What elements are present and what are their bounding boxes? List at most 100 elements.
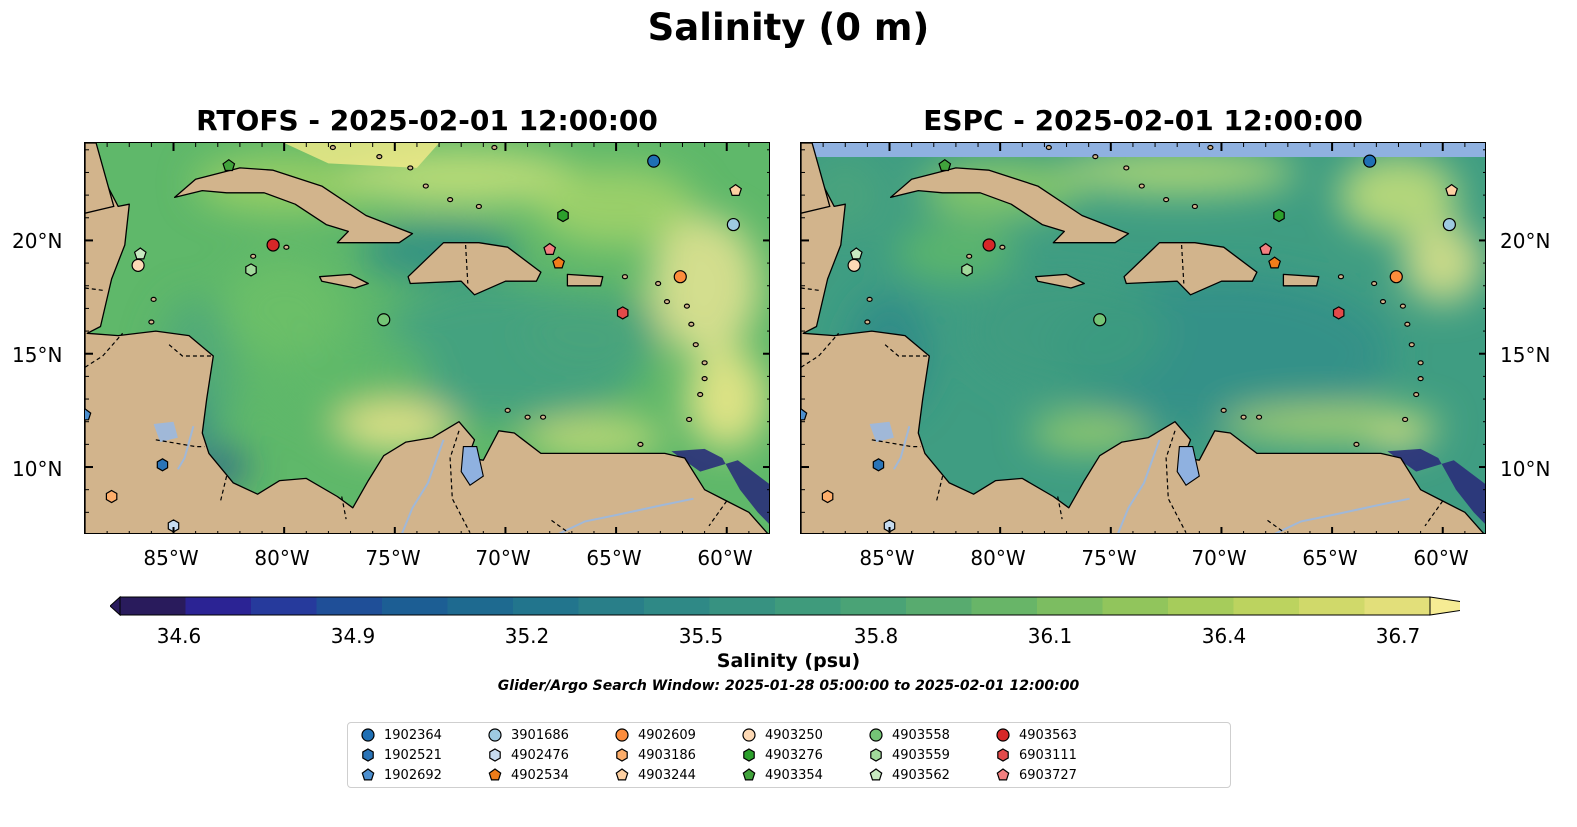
legend-label: 4902609 — [638, 727, 696, 743]
colorbar-segment — [1233, 597, 1300, 615]
lon-label-65w-espc: 65°W — [1302, 546, 1358, 570]
legend-marker-pentagon-icon — [488, 768, 502, 781]
lon-label-65w-rtofs: 65°W — [586, 546, 642, 570]
colorbar-segment — [1102, 597, 1169, 615]
legend-label: 4903354 — [765, 767, 823, 783]
lat-label-10n-left: 10°N — [12, 457, 63, 481]
colorbar-tick-3: 35.5 — [678, 624, 724, 648]
legend-item-6903727: 6903727 — [995, 766, 1077, 784]
float-marker-3901686 — [726, 217, 740, 232]
colorbar-segment — [513, 597, 579, 615]
legend-marker-hexagon-icon — [870, 748, 882, 762]
legend-item-1902692: 1902692 — [360, 766, 442, 784]
colorbar-segment — [644, 597, 710, 615]
colorbar-tick-5: 36.1 — [1027, 624, 1073, 648]
legend-label: 4903186 — [638, 747, 696, 763]
legend-item-4902476: 4902476 — [487, 746, 569, 764]
lon-label-80w-rtofs: 80°W — [254, 546, 310, 570]
figure-title: Salinity (0 m) — [647, 6, 930, 49]
colorbar-segment — [578, 597, 645, 615]
legend-item-4903562: 4903562 — [868, 766, 950, 784]
float-marker-4903562 — [133, 247, 147, 260]
legend-marker-circle-icon — [869, 728, 883, 742]
float-marker-4903276 — [1273, 208, 1285, 223]
legend-label: 4903244 — [638, 767, 696, 783]
lon-label-75w-espc: 75°W — [1081, 546, 1137, 570]
colorbar-tick-6: 36.4 — [1201, 624, 1247, 648]
colorbar-min-extend — [110, 595, 121, 617]
lon-label-60w-rtofs: 60°W — [697, 546, 753, 570]
legend-label: 4903563 — [1019, 727, 1077, 743]
float-marker-4903276 — [557, 208, 569, 223]
lon-label-70w-rtofs: 70°W — [475, 546, 531, 570]
colorbar-segment — [1168, 597, 1234, 615]
legend-marker-pentagon-icon — [742, 768, 756, 781]
legend-label: 4903559 — [892, 747, 950, 763]
legend-label: 4903276 — [765, 747, 823, 763]
legend-label: 4903558 — [892, 727, 950, 743]
espc-salinity-map — [800, 142, 1486, 534]
lon-label-75w-rtofs: 75°W — [365, 546, 421, 570]
colorbar-tick-0: 34.6 — [156, 624, 202, 648]
float-marker-6903727 — [543, 242, 557, 256]
lat-label-15n-left: 15°N — [12, 343, 63, 367]
lon-label-60w-espc: 60°W — [1413, 546, 1469, 570]
rtofs-salinity-map — [84, 142, 770, 534]
float-marker-4903186 — [821, 489, 834, 504]
legend-item-4903559: 4903559 — [868, 746, 950, 764]
float-marker-4902534 — [552, 256, 566, 269]
colorbar-segment — [251, 597, 317, 615]
float-marker-4902609 — [1389, 270, 1403, 284]
search-window-text: Glider/Argo Search Window: 2025-01-28 05… — [497, 678, 1080, 694]
legend-marker-pentagon-icon — [615, 768, 629, 781]
lon-label-70w-espc: 70°W — [1191, 546, 1247, 570]
float-marker-1902521 — [872, 458, 885, 472]
colorbar-segment — [1299, 597, 1365, 615]
colorbar-title: Salinity (psu) — [716, 650, 861, 672]
legend-item-6903111: 6903111 — [995, 746, 1077, 764]
float-marker-4903250 — [131, 258, 145, 272]
colorbar-segment — [316, 597, 383, 615]
legend-label: 1902521 — [384, 747, 442, 763]
float-marker-4903563 — [982, 238, 996, 252]
float-marker-1902692 — [85, 408, 92, 421]
legend-marker-circle-icon — [615, 728, 629, 742]
colorbar-max-extend — [1429, 596, 1460, 616]
legend-item-4903244: 4903244 — [614, 766, 696, 784]
salinity-colorbar — [110, 595, 1460, 617]
float-marker-4903186 — [105, 489, 118, 504]
float-marker-4903559 — [245, 263, 257, 277]
legend-item-3901686: 3901686 — [487, 726, 569, 744]
float-marker-4903250 — [847, 258, 861, 272]
float-marker-4903354 — [938, 158, 952, 172]
float-marker-1902364 — [1363, 154, 1377, 168]
legend-label: 6903111 — [1019, 747, 1077, 763]
lon-label-85w-rtofs: 85°W — [143, 546, 199, 570]
float-marker-1902692 — [801, 408, 808, 421]
legend-item-4903558: 4903558 — [868, 726, 950, 744]
legend-item-4903250: 4903250 — [741, 726, 823, 744]
legend-item-4903354: 4903354 — [741, 766, 823, 784]
legend-item-4902534: 4902534 — [487, 766, 569, 784]
float-marker-6903111 — [1332, 306, 1345, 320]
colorbar-tick-7: 36.7 — [1375, 624, 1421, 648]
float-marker-3901686 — [1442, 217, 1456, 232]
colorbar-segment — [185, 597, 252, 615]
colorbar-segment — [120, 597, 186, 615]
legend-marker-hexagon-icon — [997, 748, 1009, 762]
lat-label-15n-right: 15°N — [1500, 343, 1551, 367]
legend-marker-pentagon-icon — [869, 768, 883, 781]
float-legend: 1902364 1902521 1902692 3901686 4902476 49025… — [347, 722, 1231, 788]
float-marker-4903244 — [1445, 183, 1459, 197]
legend-item-4903563: 4903563 — [995, 726, 1077, 744]
legend-label: 4902534 — [511, 767, 569, 783]
float-marker-4903354 — [222, 158, 236, 172]
colorbar-segment — [971, 597, 1038, 615]
colorbar-segment — [382, 597, 448, 615]
legend-label: 1902364 — [384, 727, 442, 743]
lon-label-85w-espc: 85°W — [859, 546, 915, 570]
legend-item-1902364: 1902364 — [360, 726, 442, 744]
legend-marker-circle-icon — [488, 728, 502, 742]
legend-marker-pentagon-icon — [361, 768, 375, 781]
rtofs-panel-title: RTOFS - 2025-02-01 12:00:00 — [196, 104, 658, 137]
